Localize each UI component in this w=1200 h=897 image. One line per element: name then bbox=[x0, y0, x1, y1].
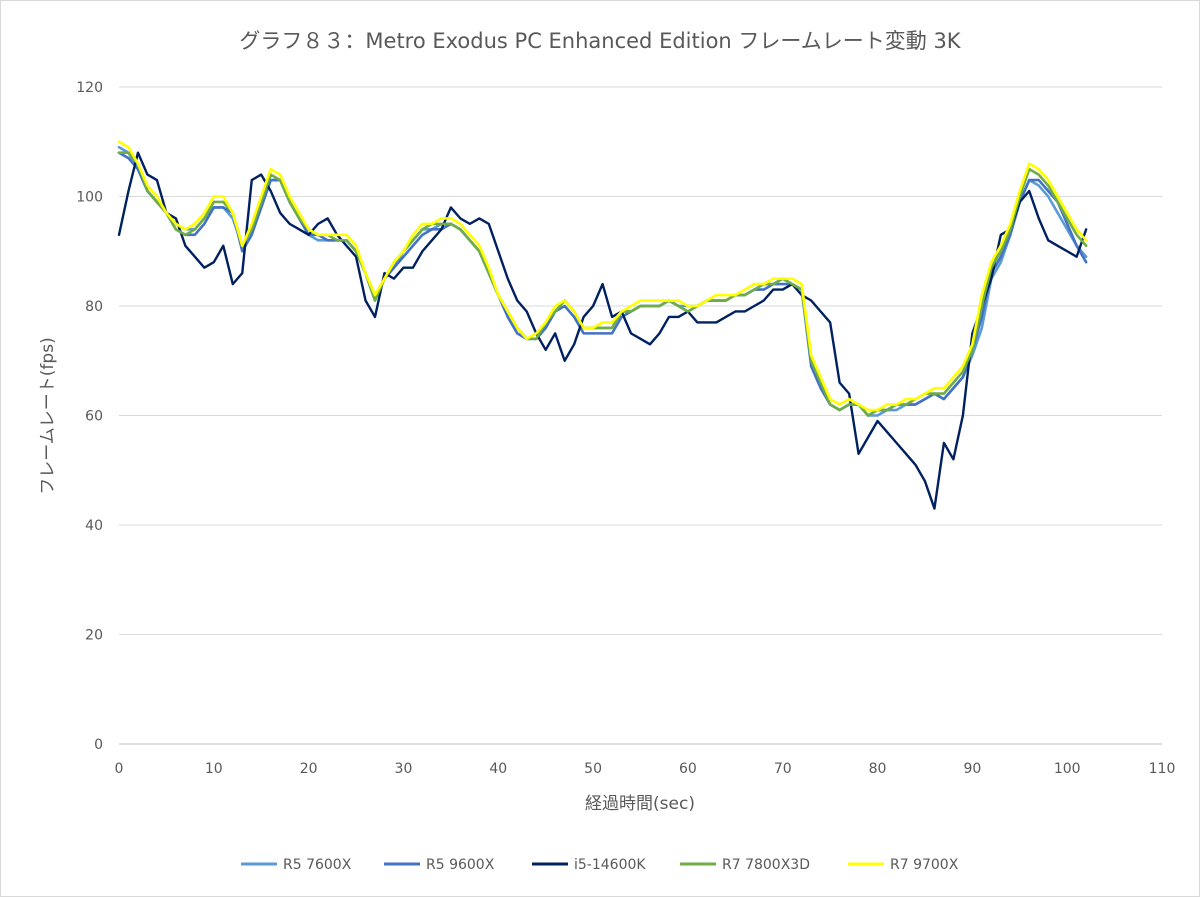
x-tick-label: 80 bbox=[869, 761, 887, 777]
legend-item: i5-14600K bbox=[532, 857, 646, 873]
x-tick-label: 0 bbox=[115, 761, 124, 777]
legend-label: R7 9700X bbox=[890, 857, 959, 873]
legend-label: R7 7800X3D bbox=[722, 857, 810, 873]
legend: R5 7600X R5 9600X i5-14600K R7 7800X3D R7 97… bbox=[241, 857, 959, 873]
legend-label: R5 9600X bbox=[426, 857, 495, 873]
legend-label: R5 7600X bbox=[283, 857, 352, 873]
series-lines bbox=[117, 140, 1088, 510]
y-axis-title: フレームレート(fps) bbox=[38, 337, 58, 494]
y-axis-ticks: 0 20 40 60 80 100 120 bbox=[76, 80, 103, 753]
x-tick-label: 90 bbox=[963, 761, 981, 777]
x-tick-label: 100 bbox=[1054, 761, 1081, 777]
legend-item: R5 7600X bbox=[241, 857, 352, 873]
y-tick-label: 0 bbox=[94, 737, 103, 753]
legend-item: R5 9600X bbox=[384, 857, 495, 873]
legend-item: R7 9700X bbox=[848, 857, 959, 873]
x-tick-label: 40 bbox=[489, 761, 507, 777]
y-tick-label: 80 bbox=[85, 299, 103, 315]
gridlines bbox=[119, 86, 1162, 745]
y-tick-label: 60 bbox=[85, 409, 103, 425]
x-tick-label: 60 bbox=[679, 761, 697, 777]
x-tick-label: 110 bbox=[1149, 761, 1176, 777]
x-tick-label: 10 bbox=[205, 761, 223, 777]
y-tick-label: 40 bbox=[85, 518, 103, 534]
y-tick-label: 100 bbox=[76, 190, 103, 206]
series-line-3 bbox=[117, 151, 1088, 510]
y-tick-label: 120 bbox=[76, 80, 103, 96]
x-tick-label: 30 bbox=[395, 761, 413, 777]
chart-title: グラフ８３：Metro Exodus PC Enhanced Edition フ… bbox=[239, 29, 961, 53]
x-axis-title: 経過時間(sec) bbox=[585, 794, 695, 814]
x-tick-label: 20 bbox=[300, 761, 318, 777]
legend-item: R7 7800X3D bbox=[680, 857, 810, 873]
x-tick-label: 70 bbox=[774, 761, 792, 777]
series-line-5 bbox=[117, 140, 1088, 412]
legend-label: i5-14600K bbox=[574, 857, 646, 873]
y-tick-label: 20 bbox=[85, 628, 103, 644]
x-tick-label: 50 bbox=[584, 761, 602, 777]
x-axis-ticks: 0 10 20 30 40 50 60 70 80 90 100 110 bbox=[115, 761, 1176, 777]
